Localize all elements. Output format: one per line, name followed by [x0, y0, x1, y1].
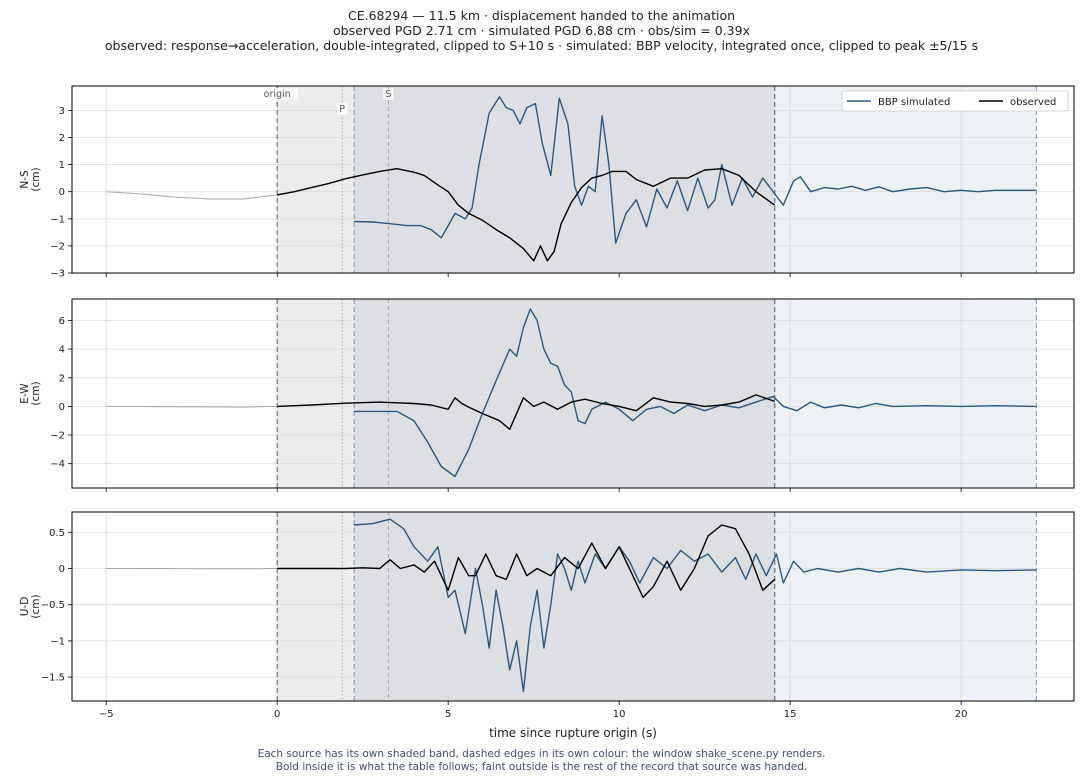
observed-series-line	[277, 524, 776, 599]
simulated-window-band	[774, 512, 1037, 701]
title-line-2: observed PGD 2.71 cm · simulated PGD 6.8…	[333, 23, 750, 38]
y-tick-label: 1	[59, 160, 65, 171]
observed-series-line	[277, 394, 776, 430]
observed-window-band	[277, 512, 355, 701]
overlap-window-band	[354, 299, 775, 488]
observed-series-line	[277, 168, 776, 262]
overlap-window-band	[354, 512, 775, 701]
simulated-series-line	[354, 96, 1037, 244]
legend-label-observed: observed	[1010, 97, 1056, 108]
y-tick-label: 0.5	[49, 528, 65, 539]
marker-label-bg	[256, 88, 298, 100]
legend	[841, 90, 1069, 112]
y-tick-label: 3	[59, 106, 65, 117]
title-line-1: CE.68294 — 11.5 km · displacement handed…	[347, 8, 736, 23]
marker-label: origin	[264, 89, 291, 100]
y-tick-label: −0.5	[41, 600, 65, 611]
observed-faint-line	[106, 405, 278, 408]
simulated-series-line	[354, 518, 1037, 693]
x-axis-label: time since rupture origin (s)	[489, 726, 657, 740]
y-tick-label: −2	[50, 431, 65, 442]
y-tick-label: 2	[59, 133, 65, 144]
panel-frame	[71, 511, 1075, 702]
y-tick-label: 0	[59, 564, 65, 575]
simulated-window-band	[774, 299, 1037, 488]
chart-title: CE.68294 — 11.5 km · displacement handed…	[0, 8, 1083, 53]
overlap-window-band	[354, 86, 775, 273]
legend-label-simulated: BBP simulated	[878, 97, 950, 108]
marker-label-bg	[383, 88, 394, 100]
footnote-line-2: Bold inside it is what the table follows…	[275, 760, 808, 773]
y-axis-label: E-W	[19, 383, 31, 404]
x-tick-label: 15	[784, 709, 797, 720]
y-tick-label: −1	[50, 214, 65, 225]
observed-window-band	[277, 299, 355, 488]
marker-label-bg	[337, 103, 348, 115]
y-tick-label: 4	[59, 345, 65, 356]
marker-label: S	[385, 89, 391, 100]
simulated-window-band	[774, 86, 1037, 273]
marker-label: P	[339, 104, 345, 115]
panel-frame	[71, 298, 1075, 489]
observed-faint-line	[106, 191, 278, 200]
y-tick-label: 0	[59, 402, 65, 413]
y-axis-label: (cm)	[30, 594, 42, 618]
y-axis-label: U-D	[19, 597, 31, 617]
y-tick-label: 2	[59, 373, 65, 384]
footnote: Each source has its own shaded band, das…	[0, 748, 1083, 773]
y-axis-label: N-S	[19, 170, 31, 189]
y-tick-label: 6	[59, 316, 65, 327]
x-tick-label: 5	[445, 709, 451, 720]
y-tick-label: −1	[50, 636, 65, 647]
x-tick-label: 20	[955, 709, 968, 720]
y-tick-label: −4	[50, 459, 65, 470]
panel-frame	[71, 85, 1075, 274]
y-tick-label: −1.5	[41, 673, 65, 684]
footnote-line-1: Each source has its own shaded band, das…	[257, 748, 826, 760]
x-tick-label: 0	[274, 709, 280, 720]
y-tick-label: −3	[50, 269, 65, 280]
y-tick-label: 0	[59, 187, 65, 198]
y-axis-label: (cm)	[30, 167, 42, 191]
y-axis-label: (cm)	[30, 381, 42, 405]
y-tick-label: −2	[50, 241, 65, 252]
x-tick-label: −5	[99, 709, 114, 720]
title-line-3: observed: response→acceleration, double-…	[104, 38, 979, 53]
x-tick-label: 10	[613, 709, 626, 720]
